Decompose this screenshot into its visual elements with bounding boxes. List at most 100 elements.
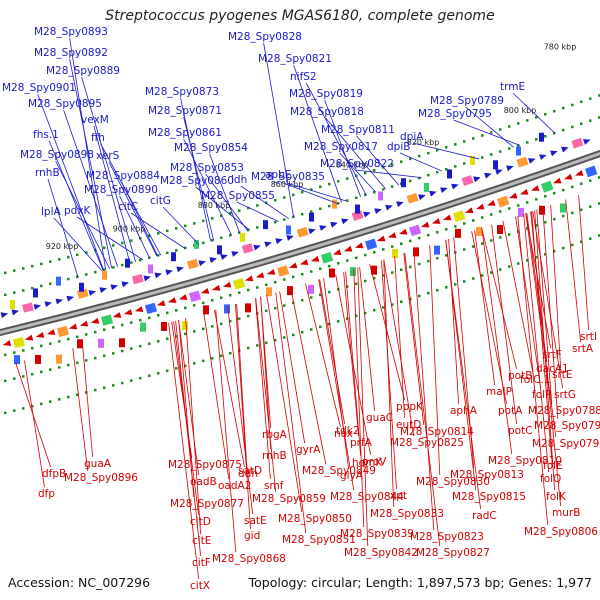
gc-dot [382,248,385,251]
reverse-gene-label: ddh [238,468,258,480]
reverse-label-leader [445,239,482,510]
scale-tick-label: 780 kbp [544,43,577,52]
forward-gene [263,220,268,230]
reverse-gene [56,354,62,364]
gc-dot [310,210,313,213]
reverse-label-leader [359,267,376,412]
gc-dot [319,207,322,211]
forward-label-leader [293,64,343,203]
reverse-gene [287,286,293,296]
gc-dot [76,335,79,339]
reverse-gene-label: M28_Spy0839 [340,528,414,540]
reverse-gene [434,245,440,255]
reverse-gene-label: M28_Spy0877 [170,498,244,510]
forward-label-leader [324,99,362,197]
forward-gene-label: dpiA [400,131,424,143]
reverse-gene-label: nox [334,428,353,440]
gc-dot [436,170,439,174]
reverse-gene-label: folQ [540,473,561,485]
forward-gene [429,190,437,197]
gc-dot [598,202,600,205]
reverse-gene [101,314,113,326]
gc-dot [94,270,97,274]
forward-label-leader [81,76,137,262]
gc-dot [391,185,394,188]
reverse-gene [464,207,474,214]
gc-dot [346,177,349,180]
reverse-gene-label: xpt [390,490,407,502]
gc-dot [445,228,448,231]
forward-label-leader [108,161,158,257]
gc-dot [544,195,547,198]
gc-dot [310,328,313,331]
reverse-label-leader [474,230,496,386]
forward-label-leader [209,153,241,234]
reverse-label-leader [515,216,542,389]
forward-gene [241,243,254,254]
reverse-label-leader [502,220,534,374]
reverse-label-leader [255,298,271,480]
reverse-label-leader [517,215,549,526]
gc-dot [211,299,214,302]
gc-dot [454,225,457,228]
gc-dot [202,327,205,331]
forward-gene [88,290,97,296]
gc-dot [166,251,169,255]
forward-gene [308,228,316,235]
reverse-gene-label: hemK [352,457,383,469]
reverse-gene-label: M28_Spy0815 [452,491,526,503]
gc-dot [76,393,79,397]
gc-dot [508,147,511,150]
forward-gene [148,264,153,274]
forward-label-leader [240,185,289,219]
scale-tick-label: 880 kbp [198,201,231,210]
gc-dot [526,119,529,122]
gc-dot [130,347,133,350]
reverse-label-leader [565,199,582,343]
gc-dot [553,109,556,113]
reverse-label-leader [394,256,406,419]
forward-gene-label: xerS [96,150,120,162]
gc-dot [598,94,600,97]
gc-dot [112,266,115,269]
forward-gene [171,252,176,262]
gc-dot [229,233,232,237]
reverse-gene [299,259,309,266]
forward-gene [385,204,393,211]
forward-gene [516,156,529,168]
gc-dot [526,201,529,204]
gc-dot [535,138,538,141]
reverse-gene [200,288,210,294]
reverse-gene [189,290,202,302]
reverse-gene [2,340,12,347]
gc-dot [580,122,583,126]
reverse-gene [387,232,397,238]
gc-dot [193,330,196,333]
gc-dot [94,248,97,252]
gc-dot [58,340,61,343]
reverse-label-leader [72,348,89,472]
gc-dot [571,243,574,247]
gc-dot [157,254,160,257]
gc-dot [553,131,556,135]
reverse-gene-label: potA [498,405,523,417]
reverse-label-leader [279,291,306,444]
reverse-gene [329,268,335,278]
forward-gene [110,284,119,291]
gc-dot [373,250,376,254]
reverse-gene-label: folP [532,389,551,401]
reverse-gene-label: oadB [190,476,217,488]
gc-dot [364,311,367,315]
reverse-gene [13,336,25,349]
gc-dot [22,289,25,292]
gc-dot [94,356,97,360]
reverse-label-leader [24,360,45,488]
forward-gene [10,300,15,310]
gc-dot [76,275,79,279]
reverse-label-leader [536,209,553,405]
gc-dot [499,128,502,131]
gc-dot [310,270,313,273]
forward-label-leader [195,186,250,231]
gc-dot [220,354,223,358]
forward-label-leader [119,195,151,259]
